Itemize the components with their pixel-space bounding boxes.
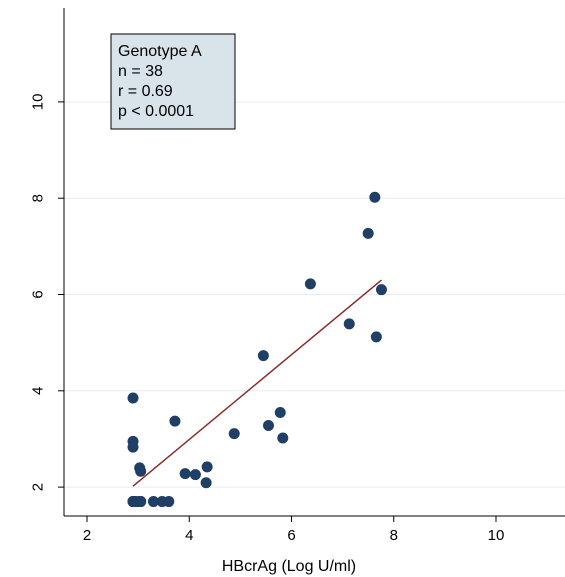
- x-axis-title: HBcrAg (Log U/ml): [222, 558, 356, 575]
- y-tick-label: 2: [30, 483, 47, 491]
- x-tick-label: 4: [185, 527, 193, 544]
- data-point: [127, 392, 139, 404]
- annotation-box: Genotype A n = 38 r = 0.69 p < 0.0001: [110, 33, 236, 130]
- data-point: [262, 419, 274, 431]
- data-point: [370, 331, 382, 343]
- data-point: [163, 496, 175, 508]
- data-points: [127, 191, 387, 508]
- y-tick-label: 4: [30, 387, 47, 395]
- data-point: [257, 350, 269, 362]
- x-tick-label: 8: [390, 527, 398, 544]
- data-point: [169, 415, 181, 427]
- data-point: [189, 469, 201, 481]
- data-point: [147, 496, 159, 508]
- y-tick-label: 8: [30, 194, 47, 202]
- annotation-p: p < 0.0001: [118, 103, 194, 120]
- y-tick-label: 10: [30, 94, 47, 111]
- y-tick-label: 6: [30, 290, 47, 298]
- annotation-genotype: Genotype A: [118, 43, 202, 60]
- x-ticks: 2 4 6 8 10: [83, 516, 504, 544]
- x-tick-label: 10: [488, 527, 505, 544]
- annotation-background: [110, 33, 236, 130]
- data-point: [201, 461, 213, 473]
- gridlines: [64, 101, 565, 488]
- data-point: [200, 477, 212, 489]
- regression-line: [132, 279, 382, 487]
- data-point: [304, 278, 316, 290]
- data-point: [362, 227, 374, 239]
- data-point: [228, 428, 240, 440]
- data-point: [369, 191, 381, 203]
- annotation-n: n = 38: [118, 63, 163, 80]
- data-point: [375, 284, 387, 296]
- data-point: [277, 432, 289, 444]
- data-point: [135, 465, 147, 477]
- annotation-r: r = 0.69: [118, 83, 173, 100]
- x-tick-label: 2: [83, 527, 91, 544]
- y-ticks: 2 4 6 8 10: [30, 94, 64, 491]
- data-point: [127, 441, 139, 453]
- data-point: [274, 406, 286, 418]
- data-point: [135, 496, 147, 508]
- x-tick-label: 6: [287, 527, 295, 544]
- data-point: [343, 318, 355, 330]
- data-point: [179, 468, 191, 480]
